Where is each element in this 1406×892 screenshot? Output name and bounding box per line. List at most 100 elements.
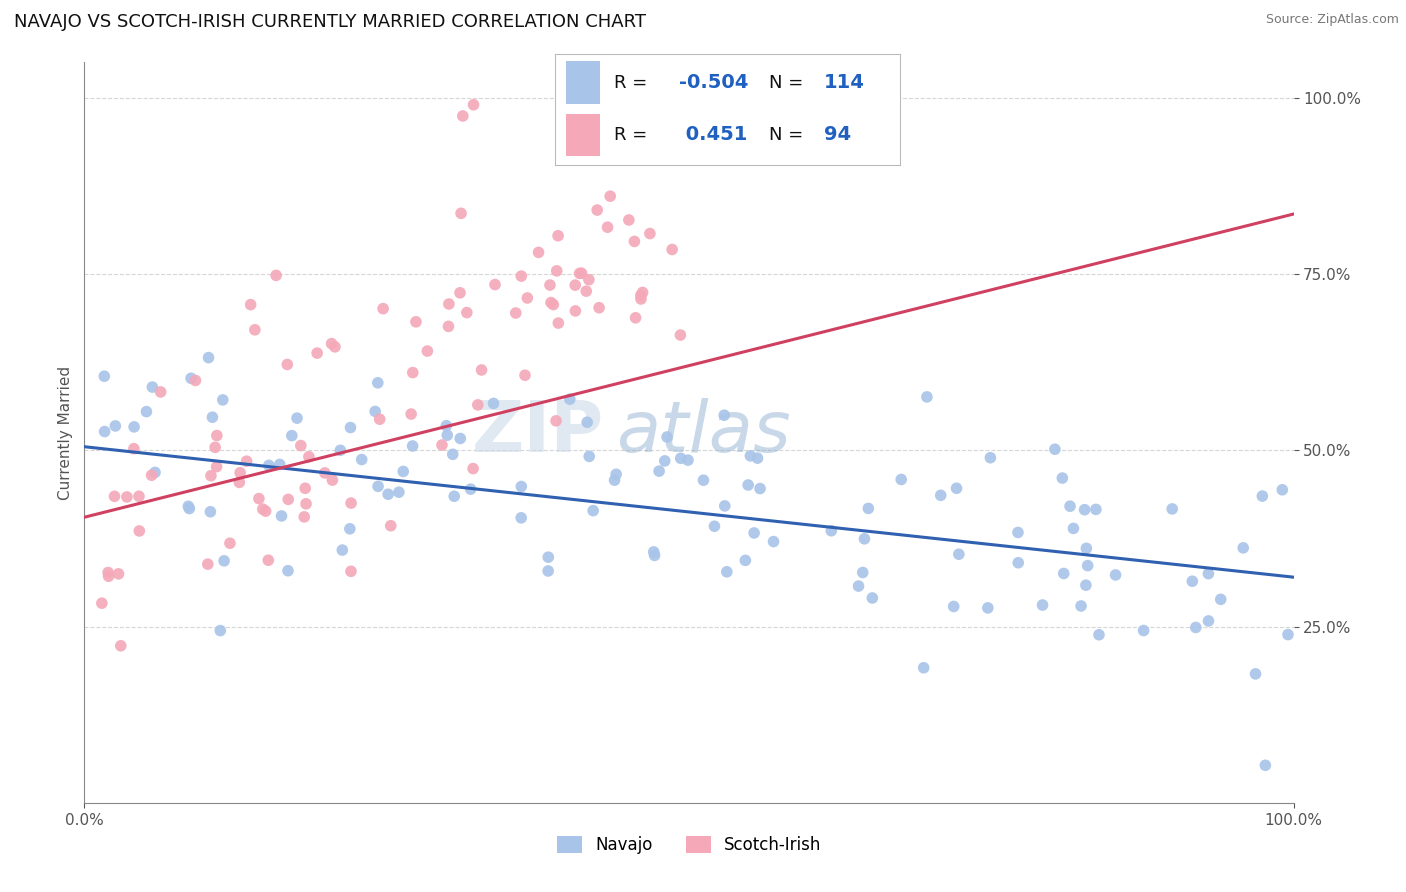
Point	[540, 295, 562, 310]
Point	[1271, 483, 1294, 497]
Point	[603, 473, 626, 487]
Point	[740, 449, 762, 463]
Point	[544, 414, 567, 428]
Point	[200, 468, 222, 483]
Point	[323, 340, 346, 354]
Point	[211, 392, 233, 407]
Point	[510, 479, 533, 493]
Bar	[565, 114, 600, 156]
Point	[631, 285, 654, 300]
Point	[290, 439, 312, 453]
Point	[257, 458, 280, 473]
Point	[340, 496, 363, 510]
Point	[204, 440, 226, 454]
Point	[749, 482, 772, 496]
Text: -0.504: -0.504	[679, 73, 749, 92]
Point	[321, 336, 343, 351]
Point	[399, 407, 422, 421]
Point	[1132, 624, 1154, 638]
Point	[269, 458, 291, 472]
Point	[456, 305, 478, 319]
Point	[364, 404, 387, 418]
Point	[929, 488, 952, 502]
Point	[197, 351, 219, 365]
Point	[392, 464, 415, 478]
Point	[243, 323, 266, 337]
Point	[510, 269, 533, 284]
Point	[252, 502, 274, 516]
Point	[482, 396, 505, 410]
Point	[644, 549, 666, 563]
Point	[1232, 541, 1254, 555]
Point	[430, 438, 453, 452]
Point	[441, 447, 464, 461]
Point	[510, 511, 533, 525]
Point	[277, 492, 299, 507]
Point	[576, 415, 599, 429]
Point	[143, 466, 166, 480]
Point	[219, 536, 242, 550]
Point	[1277, 627, 1299, 641]
Point	[330, 543, 353, 558]
Point	[434, 418, 457, 433]
Point	[239, 298, 262, 312]
Point	[820, 524, 842, 538]
Point	[437, 297, 460, 311]
Text: R =: R =	[614, 73, 647, 92]
Point	[676, 453, 699, 467]
Point	[1053, 566, 1076, 581]
Text: N =: N =	[769, 126, 803, 144]
Point	[853, 532, 876, 546]
Text: 94: 94	[824, 126, 851, 145]
Point	[97, 566, 120, 580]
Point	[295, 497, 318, 511]
Point	[451, 109, 474, 123]
Point	[380, 518, 402, 533]
Point	[298, 450, 321, 464]
Point	[1059, 499, 1081, 513]
Point	[586, 202, 609, 217]
Legend: Navajo, Scotch-Irish: Navajo, Scotch-Irish	[550, 830, 828, 861]
Point	[638, 227, 661, 241]
Point	[538, 278, 561, 293]
Point	[605, 467, 627, 482]
Point	[575, 284, 598, 298]
Point	[734, 553, 756, 567]
Point	[1074, 578, 1097, 592]
Point	[437, 319, 460, 334]
Point	[180, 371, 202, 385]
Point	[547, 316, 569, 330]
Point	[571, 266, 593, 280]
Point	[90, 596, 112, 610]
Point	[461, 461, 484, 475]
Point	[1104, 568, 1126, 582]
Point	[1073, 502, 1095, 516]
Point	[314, 466, 336, 480]
Point	[661, 243, 683, 257]
Point	[948, 547, 970, 561]
Point	[276, 358, 298, 372]
Point	[582, 504, 605, 518]
Point	[513, 368, 536, 383]
Y-axis label: Currently Married: Currently Married	[58, 366, 73, 500]
Text: R =: R =	[614, 126, 647, 144]
Point	[122, 420, 145, 434]
Point	[516, 291, 538, 305]
Point	[377, 487, 399, 501]
Point	[1244, 666, 1267, 681]
Point	[588, 301, 610, 315]
Point	[467, 398, 489, 412]
Point	[713, 499, 735, 513]
Point	[596, 220, 619, 235]
Point	[339, 522, 361, 536]
Point	[201, 410, 224, 425]
Point	[470, 363, 492, 377]
Point	[277, 564, 299, 578]
Point	[623, 235, 645, 249]
Point	[128, 489, 150, 503]
Point	[149, 384, 172, 399]
Point	[1088, 628, 1111, 642]
Point	[1184, 620, 1206, 634]
Point	[716, 565, 738, 579]
Point	[128, 524, 150, 538]
